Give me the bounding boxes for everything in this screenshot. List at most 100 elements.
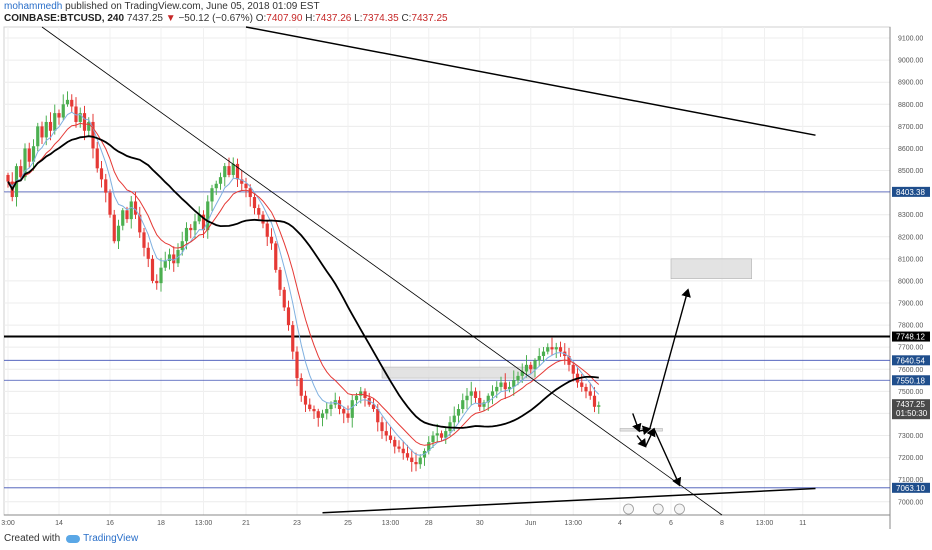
tradingview-logo[interactable]: TradingView <box>66 533 138 544</box>
candle-body[interactable] <box>507 386 512 390</box>
candle-body[interactable] <box>529 364 533 370</box>
candle-body[interactable] <box>439 433 444 438</box>
candle-body[interactable] <box>465 395 469 401</box>
projection-arrow[interactable] <box>636 435 647 448</box>
candle-body[interactable] <box>533 360 537 370</box>
candle-body[interactable] <box>308 404 312 410</box>
candle-body[interactable] <box>456 409 461 416</box>
candle-body[interactable] <box>401 448 405 454</box>
candle-body[interactable] <box>269 236 274 244</box>
candle-body[interactable] <box>499 382 503 387</box>
candle-body[interactable] <box>231 163 235 175</box>
candle-body[interactable] <box>444 431 448 438</box>
candle-body[interactable] <box>452 415 456 423</box>
candle-body[interactable] <box>371 404 376 410</box>
candle-body[interactable] <box>550 347 554 350</box>
candle-body[interactable] <box>558 347 563 352</box>
candle-body[interactable] <box>495 386 499 392</box>
candle-body[interactable] <box>286 307 291 326</box>
candle-body[interactable] <box>359 391 363 396</box>
projection-arrow[interactable] <box>632 413 642 433</box>
candle-body[interactable] <box>405 453 410 458</box>
candle-body[interactable] <box>512 380 516 387</box>
candle-body[interactable] <box>431 435 435 443</box>
candle-body[interactable] <box>112 214 116 242</box>
candle-body[interactable] <box>248 188 252 198</box>
candle-body[interactable] <box>571 364 575 374</box>
candle-body[interactable] <box>159 267 163 284</box>
candle-body[interactable] <box>193 221 197 231</box>
candle-body[interactable] <box>546 347 550 352</box>
candle-body[interactable] <box>95 148 99 169</box>
candle-body[interactable] <box>461 400 465 410</box>
candle-body[interactable] <box>278 269 282 290</box>
flag-icon[interactable] <box>623 503 634 515</box>
candle-body[interactable] <box>240 179 244 184</box>
candle-body[interactable] <box>524 364 529 372</box>
candle-body[interactable] <box>486 395 490 403</box>
candle-body[interactable] <box>592 395 597 407</box>
candle-body[interactable] <box>125 210 129 220</box>
candle-body[interactable] <box>410 457 414 463</box>
candle-body[interactable] <box>91 121 95 149</box>
candle-body[interactable] <box>227 166 231 175</box>
candle-body[interactable] <box>257 208 261 215</box>
candle-body[interactable] <box>235 163 240 180</box>
candle-body[interactable] <box>469 391 473 396</box>
candle-body[interactable] <box>210 188 214 202</box>
candle-body[interactable] <box>146 247 150 259</box>
candle-body[interactable] <box>57 113 61 118</box>
candle-body[interactable] <box>74 106 78 122</box>
candle-body[interactable] <box>129 201 133 220</box>
candle-body[interactable] <box>6 174 10 182</box>
candle-body[interactable] <box>397 446 401 449</box>
symbol-name[interactable]: COINBASE:BTCUSD, 240 <box>4 13 125 24</box>
candle-body[interactable] <box>48 121 53 131</box>
candle-body[interactable] <box>435 433 439 436</box>
candle-body[interactable] <box>65 99 70 105</box>
candle-body[interactable] <box>265 223 269 237</box>
candle-body[interactable] <box>303 395 308 405</box>
candle-body[interactable] <box>116 225 121 242</box>
candle-body[interactable] <box>206 201 210 231</box>
candle-body[interactable] <box>108 192 112 215</box>
candle-body[interactable] <box>274 243 278 270</box>
candle-body[interactable] <box>584 386 588 392</box>
candle-body[interactable] <box>350 400 354 418</box>
candle-body[interactable] <box>201 214 206 231</box>
candle-body[interactable] <box>104 179 108 193</box>
candle-body[interactable] <box>588 391 592 396</box>
candle-body[interactable] <box>252 197 257 209</box>
candle-body[interactable] <box>19 166 23 178</box>
candle-body[interactable] <box>40 126 44 138</box>
candle-body[interactable] <box>78 113 82 122</box>
candle-body[interactable] <box>189 227 193 231</box>
candle-body[interactable] <box>244 183 248 189</box>
candle-body[interactable] <box>180 241 184 251</box>
candle-body[interactable] <box>282 289 286 308</box>
candle-body[interactable] <box>312 409 316 412</box>
candle-body[interactable] <box>380 422 384 432</box>
candle-body[interactable] <box>70 99 74 107</box>
candle-body[interactable] <box>82 113 87 131</box>
candle-body[interactable] <box>197 214 201 222</box>
candle-body[interactable] <box>597 405 601 407</box>
candle-body[interactable] <box>172 254 176 264</box>
candle-body[interactable] <box>342 409 346 414</box>
candle-body[interactable] <box>325 409 329 414</box>
candle-body[interactable] <box>490 391 495 396</box>
projection-arrow[interactable] <box>649 288 691 430</box>
candle-body[interactable] <box>167 254 172 262</box>
candle-body[interactable] <box>44 121 48 138</box>
candle-body[interactable] <box>384 431 388 436</box>
projection-arrow[interactable] <box>653 428 682 487</box>
candle-body[interactable] <box>541 351 546 357</box>
candle-body[interactable] <box>482 402 486 407</box>
candle-body[interactable] <box>223 166 227 178</box>
trendline[interactable] <box>322 487 816 514</box>
candle-body[interactable] <box>554 347 558 350</box>
candle-body[interactable] <box>418 457 422 465</box>
candle-body[interactable] <box>346 413 350 418</box>
candle-body[interactable] <box>520 371 524 376</box>
